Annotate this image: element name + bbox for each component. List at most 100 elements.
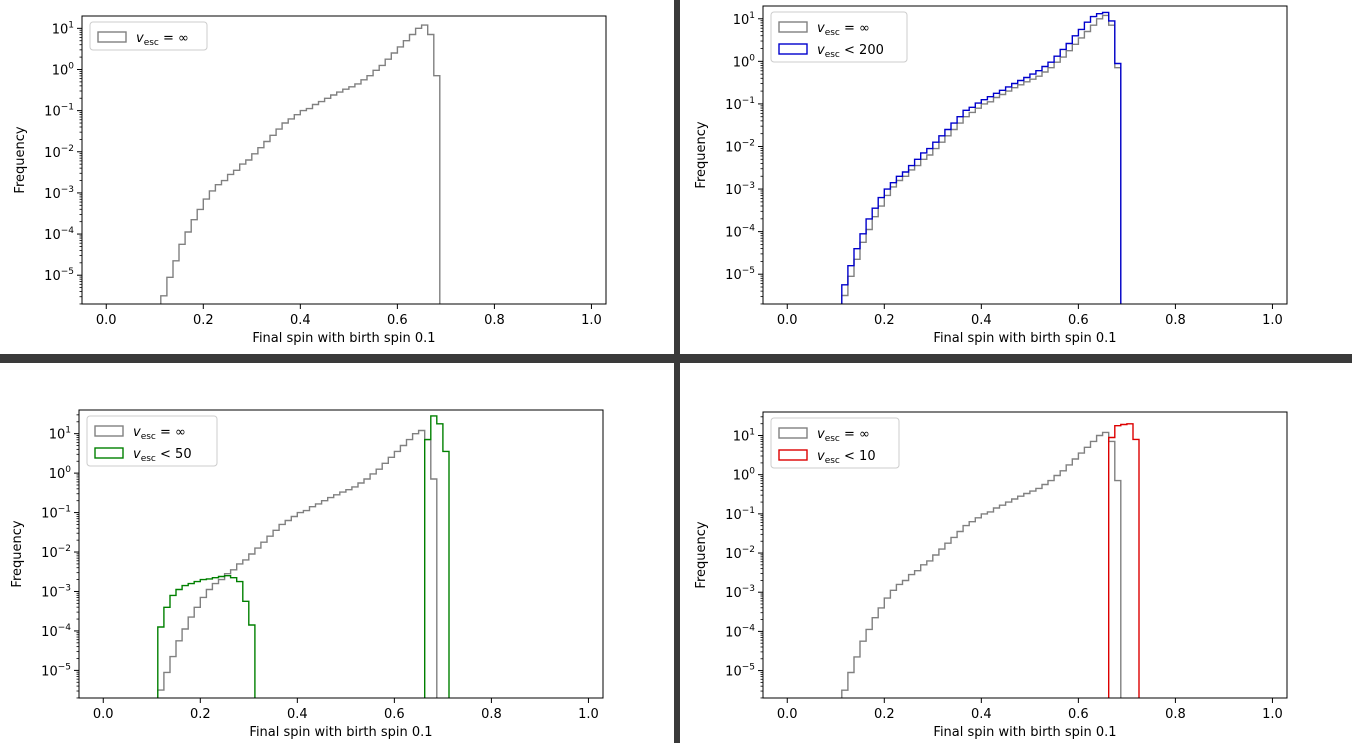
x-tick-label: 0.4 <box>290 313 311 328</box>
y-tick-label: 10−3 <box>725 181 755 198</box>
y-tick-label: 101 <box>52 20 74 37</box>
y-tick-label: 10−5 <box>44 267 74 284</box>
y-tick-label: 101 <box>49 426 71 443</box>
y-tick-exponent: −5 <box>58 662 71 672</box>
legend-label-v200: vesc < 200 <box>817 43 884 60</box>
legend-sub: esc <box>141 454 156 464</box>
y-tick-label: 10−5 <box>725 266 755 283</box>
legend-var: v <box>133 447 141 462</box>
y-tick-exponent: −5 <box>742 266 755 276</box>
y-tick-exponent: 0 <box>68 61 74 71</box>
y-axis-label: Frequency <box>13 126 28 193</box>
legend-rest: < 10 <box>840 449 876 464</box>
legend-var: v <box>817 43 825 58</box>
y-tick-label: 100 <box>733 53 756 70</box>
y-tick-exponent: −1 <box>742 96 755 106</box>
x-tick-label: 0.2 <box>874 313 895 328</box>
y-tick-label: 10−5 <box>41 662 71 679</box>
y-tick-base: 10 <box>725 268 742 283</box>
chart-panel-top-right: 0.0 0.2 0.4 0.6 0.8 1.010−510−410−310−210−110… <box>694 5 1288 346</box>
y-tick-label: 10−1 <box>41 505 71 522</box>
y-tick-label: 10−1 <box>725 96 755 113</box>
series-line-full <box>841 14 1122 304</box>
y-tick-label: 10−2 <box>44 144 74 161</box>
x-tick-label: 0.6 <box>387 313 408 328</box>
chart-panel-bottom-right: 0.0 0.2 0.4 0.6 0.8 1.010−510−410−310−210−110… <box>694 411 1288 740</box>
y-tick-label: 10−4 <box>44 226 74 243</box>
y-tick-label: 10−4 <box>41 623 71 640</box>
y-tick-base: 10 <box>733 55 750 70</box>
x-axis-label: Final spin with birth spin 0.1 <box>933 725 1116 740</box>
x-tick-label: 0.0 <box>93 707 114 722</box>
y-tick-base: 10 <box>44 269 61 284</box>
x-tick-label: 0.4 <box>287 707 308 722</box>
x-tick-label: 1.0 <box>1262 313 1283 328</box>
legend-var: v <box>817 21 825 36</box>
chart-panel-top-left: 0.0 0.2 0.4 0.6 0.8 1.010−510−410−310−210−110… <box>13 15 607 346</box>
legend-swatch-full <box>778 21 808 33</box>
x-tick-label: 0.8 <box>481 707 502 722</box>
y-tick-exponent: 1 <box>749 428 755 438</box>
y-tick-label: 100 <box>52 61 75 78</box>
x-axis-label: Final spin with birth spin 0.1 <box>252 331 435 346</box>
y-tick-exponent: −4 <box>58 623 72 633</box>
legend-sub: esc <box>825 50 840 60</box>
legend-box <box>770 11 908 63</box>
legend-rest: < 200 <box>840 43 884 58</box>
y-tick-label: 101 <box>733 11 755 28</box>
legend-swatch-v200 <box>778 43 808 55</box>
legend-var: v <box>817 449 825 464</box>
series-group <box>841 11 1122 304</box>
x-tick-label: 0.8 <box>484 313 505 328</box>
y-tick-base: 10 <box>725 183 742 198</box>
y-tick-base: 10 <box>725 665 742 680</box>
series-line-v200 <box>841 11 1122 304</box>
plot-frame <box>762 5 1288 305</box>
y-tick-base: 10 <box>725 226 742 241</box>
y-tick-base: 10 <box>49 467 66 482</box>
x-tick-label: 0.0 <box>777 313 798 328</box>
y-tick-label: 10−4 <box>725 623 755 640</box>
legend-box <box>89 21 208 51</box>
legend-label-full: vesc = ∞ <box>817 427 870 444</box>
legend-label-v50: vesc < 50 <box>133 447 192 464</box>
y-axis-label: Frequency <box>10 520 25 587</box>
x-tick-label: 0.6 <box>1068 313 1089 328</box>
legend-swatch-full <box>97 31 127 43</box>
x-tick-label: 0.8 <box>1165 313 1186 328</box>
y-tick-exponent: −1 <box>58 505 71 515</box>
horizontal-divider <box>0 354 1352 363</box>
y-tick-label: 10−3 <box>41 583 71 600</box>
series-group <box>160 24 441 304</box>
legend-rest: = ∞ <box>840 427 870 442</box>
y-tick-base: 10 <box>733 430 750 445</box>
legend-box <box>770 417 900 469</box>
y-tick-label: 10−5 <box>725 663 755 680</box>
legend-sub: esc <box>144 38 159 48</box>
plot-frame <box>81 15 607 305</box>
legend-box <box>86 415 218 467</box>
legend-label-full: vesc = ∞ <box>136 31 189 48</box>
y-tick-exponent: −3 <box>58 583 71 593</box>
y-tick-exponent: −5 <box>742 663 755 673</box>
y-tick-label: 10−3 <box>44 185 74 202</box>
y-tick-base: 10 <box>41 625 58 640</box>
y-tick-base: 10 <box>41 546 58 561</box>
x-tick-label: 0.4 <box>971 313 992 328</box>
legend-rest: = ∞ <box>159 31 189 46</box>
y-tick-base: 10 <box>725 140 742 155</box>
y-tick-base: 10 <box>44 105 61 120</box>
y-tick-base: 10 <box>725 508 742 523</box>
x-tick-label: 1.0 <box>578 707 599 722</box>
series-line-v50 <box>157 415 450 698</box>
x-tick-label: 0.2 <box>190 707 211 722</box>
y-tick-exponent: −2 <box>61 144 74 154</box>
y-tick-label: 10−3 <box>725 584 755 601</box>
x-tick-label: 0.6 <box>384 707 405 722</box>
y-tick-base: 10 <box>725 547 742 562</box>
y-tick-exponent: −4 <box>742 224 756 234</box>
legend-label-full: vesc = ∞ <box>133 425 186 442</box>
y-tick-exponent: −3 <box>742 584 755 594</box>
legend-label-full: vesc = ∞ <box>817 21 870 38</box>
